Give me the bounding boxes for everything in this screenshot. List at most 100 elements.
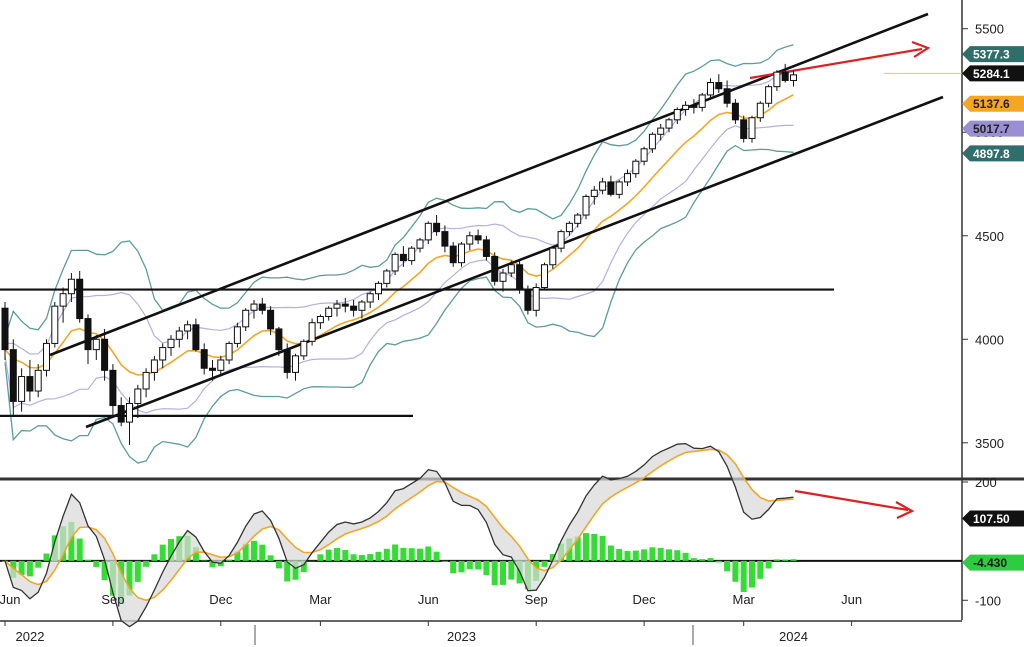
candle-body [391, 253, 399, 272]
candle-body [358, 301, 366, 311]
candle-body [657, 127, 665, 135]
candle-body [408, 247, 416, 262]
oscillator-histogram-bar [267, 555, 274, 561]
time-tick-label: Dec [209, 592, 233, 607]
oscillator-histogram-bar [284, 560, 291, 582]
oscillator-histogram-bar [234, 551, 241, 561]
oscillator-histogram-bar [18, 560, 25, 576]
oscillator-signal-line [4, 448, 794, 602]
oscillator-histogram-bar [707, 558, 714, 561]
candle-body [632, 160, 640, 175]
oscillator-histogram-bar [690, 558, 697, 561]
oscillator-histogram-bar [583, 533, 589, 561]
upper-band-outer [4, 44, 794, 338]
oscillator-histogram-bar [168, 539, 174, 561]
oscillator-histogram-bar [342, 550, 349, 561]
oscillator-histogram-bar [674, 550, 681, 561]
candle-body [217, 359, 225, 371]
oscillator-histogram-bar [773, 559, 780, 561]
candle-body [499, 272, 507, 282]
oscillator-histogram-bar [574, 536, 581, 561]
oscillator-histogram-bar [599, 536, 606, 561]
time-tick-label: Jun [418, 592, 439, 607]
oscillator-tick-label: -100 [975, 593, 1001, 608]
oscillator-histogram-bar [159, 544, 166, 561]
oscillator-histogram-bar [740, 560, 747, 592]
divergence-arrowhead-top [911, 40, 931, 58]
oscillator-histogram-bar [358, 555, 365, 561]
price-value-tag [962, 120, 1024, 137]
oscillator-histogram-bar [151, 554, 158, 561]
candle-body [740, 119, 748, 139]
time-tick-label: Sep [101, 592, 124, 607]
oscillator-histogram-bar [441, 560, 448, 562]
candle-body [441, 231, 449, 247]
oscillator-histogram-bar [765, 560, 772, 569]
candle-body [350, 305, 358, 311]
candle-body [67, 278, 75, 295]
oscillator-histogram-bar [425, 546, 432, 561]
oscillator-fill [5, 443, 794, 627]
oscillator-histogram-bar [300, 560, 307, 572]
candle-body [209, 367, 216, 371]
candle-body [474, 235, 482, 241]
oscillator-histogram-bar [749, 560, 755, 588]
candle-body [341, 303, 349, 307]
oscillator-histogram-bar [101, 560, 108, 581]
oscillator-histogram-bar [491, 560, 498, 586]
candle-body [250, 303, 258, 311]
oscillator-histogram-bar [508, 560, 515, 580]
candle-body [549, 247, 557, 266]
oscillator-histogram-bar [591, 533, 598, 561]
upper-band-inner [5, 71, 794, 355]
candle-body [682, 104, 690, 110]
candle-body [233, 326, 241, 344]
candle-body [366, 293, 374, 303]
candle-body [590, 189, 598, 197]
candle-body [18, 376, 26, 402]
candle-body [466, 235, 474, 245]
oscillator-histogram-bar [657, 548, 664, 561]
oscillator-histogram-bar [541, 560, 548, 567]
channel-upper-line [49, 12, 929, 357]
candle-body [491, 255, 499, 282]
price-tick-label: 3500 [975, 436, 1004, 451]
price-value-tag [962, 46, 1024, 63]
oscillator-histogram-bar [292, 560, 299, 580]
oscillator-histogram-bar [782, 559, 789, 561]
price-tick-label: 5500 [975, 22, 1004, 37]
candle-body [126, 402, 133, 423]
oscillator-histogram-bar [715, 560, 722, 563]
candle-body [267, 309, 275, 330]
candle-body [765, 86, 773, 104]
oscillator-histogram-bar [624, 550, 631, 561]
oscillator-histogram-bar [790, 559, 797, 561]
candle-body [723, 88, 731, 104]
candle-body [599, 181, 607, 191]
candle-body [648, 133, 656, 150]
price-tick-label: 4500 [975, 229, 1004, 244]
candle-body [184, 324, 192, 332]
oscillator-histogram-bar [68, 521, 75, 561]
candle-body [375, 282, 382, 295]
oscillator-histogram-bar [483, 560, 490, 576]
oscillator-histogram-bar [209, 560, 216, 568]
oscillator-histogram-bar [192, 547, 199, 561]
price-value-tag-label: 5284.1 [973, 67, 1010, 81]
oscillator-histogram-bar [375, 551, 382, 561]
oscillator-value-tag-label: 107.50 [973, 512, 1010, 526]
time-tick-label: Jun [841, 592, 862, 607]
candle-body [624, 173, 631, 183]
oscillator-histogram-bar [143, 560, 150, 567]
candle-body [192, 324, 200, 351]
candle-body [458, 243, 465, 264]
candle-body [333, 303, 341, 309]
oscillator-histogram-bar [757, 560, 764, 579]
oscillator-histogram-bar [649, 547, 656, 561]
candle-body [449, 245, 457, 264]
candle-body [433, 222, 441, 233]
candle-body [101, 338, 109, 371]
oscillator-histogram-bar [450, 560, 457, 574]
candle-body [607, 181, 615, 195]
candle-body [399, 253, 407, 262]
